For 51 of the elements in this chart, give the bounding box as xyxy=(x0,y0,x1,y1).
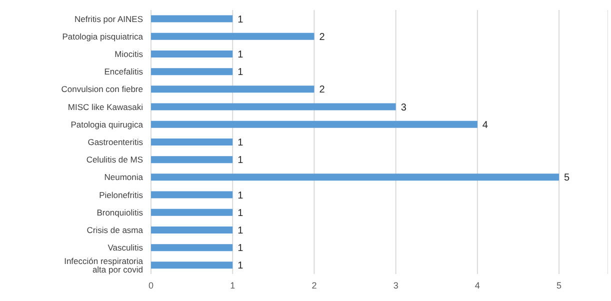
bar xyxy=(151,103,396,110)
data-label: 1 xyxy=(238,50,244,61)
data-label: 2 xyxy=(319,32,326,43)
data-label: 1 xyxy=(238,260,244,272)
y-tick-label: Vasculitis xyxy=(108,242,143,253)
bar xyxy=(151,262,233,269)
bar xyxy=(151,32,314,40)
data-label: 1 xyxy=(238,208,244,219)
bar xyxy=(151,191,233,198)
bar xyxy=(151,120,478,128)
y-tick-label: MISC like Kawasaki xyxy=(68,102,144,112)
data-label: 1 xyxy=(238,226,244,237)
data-label: 1 xyxy=(238,14,244,26)
data-label: 3 xyxy=(400,102,407,114)
bar xyxy=(151,86,314,93)
y-tick-label: Convulsion con fiebre xyxy=(61,84,144,94)
y-tick-label: Nefritis por AINES xyxy=(74,14,144,24)
y-tick-label: Bronquiolitis xyxy=(96,207,143,218)
y-tick-label: Neumonia xyxy=(104,172,144,182)
x-tick-label: 1 xyxy=(230,280,236,290)
bar xyxy=(151,208,233,216)
x-tick-label: 2 xyxy=(312,280,317,290)
y-tick-label: Crisis de asma xyxy=(86,225,144,236)
bar xyxy=(151,68,233,76)
bar xyxy=(151,174,560,181)
bar xyxy=(151,15,233,22)
bar xyxy=(151,156,233,164)
x-tick-label: 5 xyxy=(556,280,562,290)
y-tick-label: Gastroenteritis xyxy=(88,137,143,148)
data-label: 2 xyxy=(319,84,326,96)
x-tick-label: 3 xyxy=(393,280,398,290)
y-tick-label: Patologia quirugica xyxy=(70,119,144,130)
data-label: 1 xyxy=(238,190,244,202)
bar xyxy=(151,226,233,234)
y-tick-label: Celulitis de MS xyxy=(86,154,144,165)
bar xyxy=(151,244,233,252)
data-label: 5 xyxy=(564,172,570,184)
y-tick-label: Encefalitis xyxy=(104,66,143,77)
data-label: 1 xyxy=(238,138,244,149)
y-tick-label: Miocitis xyxy=(114,49,143,60)
y-tick-label: Patologia pisquiatrica xyxy=(62,31,144,42)
data-label: 4 xyxy=(482,120,488,131)
y-tick-label: Infección respiratoria alta por covid xyxy=(64,256,144,274)
bar xyxy=(151,50,233,58)
bar xyxy=(151,138,233,146)
data-label: 1 xyxy=(238,243,244,254)
x-tick-label: 4 xyxy=(474,280,480,290)
data-label: 1 xyxy=(238,155,244,166)
data-label: 1 xyxy=(238,67,244,78)
y-tick-label: Pielonefritis xyxy=(99,190,143,200)
x-tick-label: 0 xyxy=(148,280,154,290)
